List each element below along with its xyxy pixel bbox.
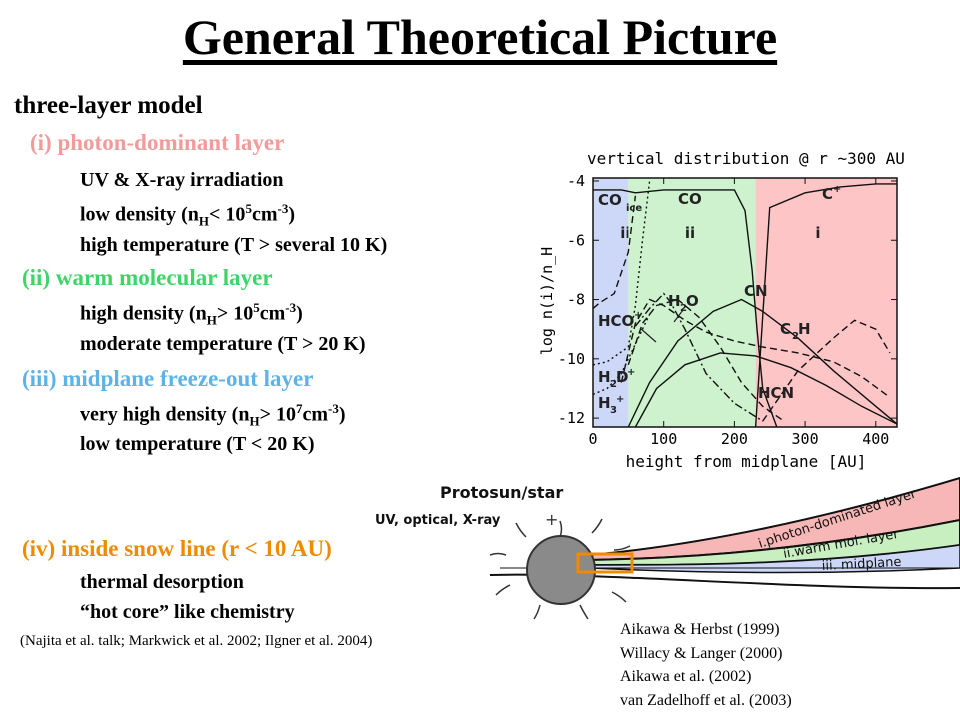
species-label: H xyxy=(668,292,681,310)
disk-layer-warm xyxy=(589,518,960,567)
radiation-label: UV, optical, X-ray xyxy=(375,513,501,528)
species-label: + xyxy=(634,310,642,321)
snowline-heading: (iv) inside snow line (r < 10 AU) xyxy=(22,536,332,561)
x-tick-label: 0 xyxy=(588,430,597,448)
star-plus: + xyxy=(545,510,558,529)
pointer-arrows xyxy=(639,309,684,343)
species-label: HCN xyxy=(758,384,794,402)
plot-frame xyxy=(592,177,898,428)
region-label: iii xyxy=(620,224,635,242)
species-label: H xyxy=(598,394,611,412)
radiation-rays xyxy=(489,518,631,620)
species-label: H xyxy=(798,320,811,338)
disk-layer-midplane xyxy=(589,544,960,574)
species-label: CO xyxy=(678,190,702,208)
reference-list: Aikawa & Herbst (1999) Willacy & Langer … xyxy=(620,618,792,712)
y-tick-label: -6 xyxy=(567,231,585,249)
species-label: + xyxy=(627,367,635,378)
layer-iii-heading: (iii) midplane freeze-out layer xyxy=(22,366,314,391)
series-line-4 xyxy=(634,352,898,428)
species-label: H xyxy=(598,368,611,386)
region-ii xyxy=(628,178,756,427)
y-tick-label: -4 xyxy=(567,172,585,190)
layer-i-line-2: low density (nH< 105cm-3) xyxy=(80,201,295,229)
series-line-7 xyxy=(634,292,764,422)
layer-label-photon: i.photon-dominated layer xyxy=(757,486,919,551)
series-line-10 xyxy=(592,180,651,366)
species-label: 2 xyxy=(610,379,617,390)
species-label: 2 xyxy=(792,331,799,342)
species-label: C xyxy=(822,185,833,203)
model-heading: three-layer model xyxy=(14,92,203,119)
x-tick-label: 200 xyxy=(721,430,748,448)
snowline-box xyxy=(576,552,634,574)
disk-lower-edge xyxy=(489,573,960,590)
species-label: D xyxy=(616,368,628,386)
species-label: 3 xyxy=(610,405,617,416)
series-line-9 xyxy=(762,319,891,422)
snowline-line-1: thermal desorption xyxy=(80,571,244,593)
series-line-6 xyxy=(620,298,891,398)
species-label: + xyxy=(833,184,841,195)
star-icon xyxy=(526,535,596,605)
layer-label-midplane: iii. midplane xyxy=(821,555,901,574)
reference-item: van Zadelhoff et al. (2003) xyxy=(620,691,792,709)
layer-i-heading: (i) photon-dominant layer xyxy=(30,130,285,155)
species-label: ice xyxy=(626,203,642,214)
region-i xyxy=(755,178,897,427)
reference-item: Willacy & Langer (2000) xyxy=(620,644,783,662)
series-line-8 xyxy=(627,298,785,422)
layer-label-warm: ii.warm mol. layer xyxy=(782,527,900,562)
layer-ii-heading: (ii) warm molecular layer xyxy=(22,265,273,290)
series-line-11 xyxy=(592,314,651,396)
layer-ii-line-1: high density (nH> 105cm-3) xyxy=(80,300,303,328)
region-label: ii xyxy=(685,224,695,242)
y-tick-label: -8 xyxy=(567,291,585,309)
y-tick-label: -10 xyxy=(558,350,585,368)
x-tick-label: 400 xyxy=(862,430,889,448)
region-label: i xyxy=(815,224,820,242)
star-label: Protosun/star xyxy=(440,483,563,502)
layer-iii-line-1: very high density (nH> 107cm-3) xyxy=(80,401,346,429)
series-line-2 xyxy=(754,183,897,428)
reference-item: Aikawa & Herbst (1999) xyxy=(620,621,780,638)
x-tick-label: 100 xyxy=(650,430,677,448)
region-iii xyxy=(593,178,629,427)
layer-i-line-1: UV & X-ray irradiation xyxy=(80,169,284,191)
species-label: O xyxy=(686,292,699,310)
chart-xlabel: height from midplane [AU] xyxy=(626,452,867,471)
species-label: C xyxy=(780,320,791,338)
x-tick-label: 300 xyxy=(792,430,819,448)
layer-i-line-3: high temperature (T > several 10 K) xyxy=(80,234,388,256)
species-label: CO xyxy=(598,191,622,209)
chart-title: vertical distribution @ r ~300 AU xyxy=(587,149,905,168)
species-label: CN xyxy=(744,282,768,300)
citation: (Najita et al. talk; Markwick et al. 200… xyxy=(20,633,373,649)
layer-ii-line-2: moderate temperature (T > 20 K) xyxy=(80,333,366,355)
species-label: 2 xyxy=(680,303,687,314)
series-line-3 xyxy=(627,298,898,428)
layer-iii-line-2: low temperature (T < 20 K) xyxy=(80,433,315,455)
species-label: + xyxy=(616,394,624,405)
series-line-1 xyxy=(593,189,778,428)
y-tick-label: -12 xyxy=(558,409,585,427)
series-line-5 xyxy=(592,195,637,309)
reference-item: Aikawa et al. (2002) xyxy=(620,668,752,685)
page-title: General Theoretical Picture xyxy=(182,9,778,65)
disk-layer-photon xyxy=(589,476,960,562)
snowline-line-2: “hot core” like chemistry xyxy=(80,601,295,623)
species-label: HCO xyxy=(598,312,634,330)
chart-ylabel: log n(i)/n_H xyxy=(538,247,556,355)
